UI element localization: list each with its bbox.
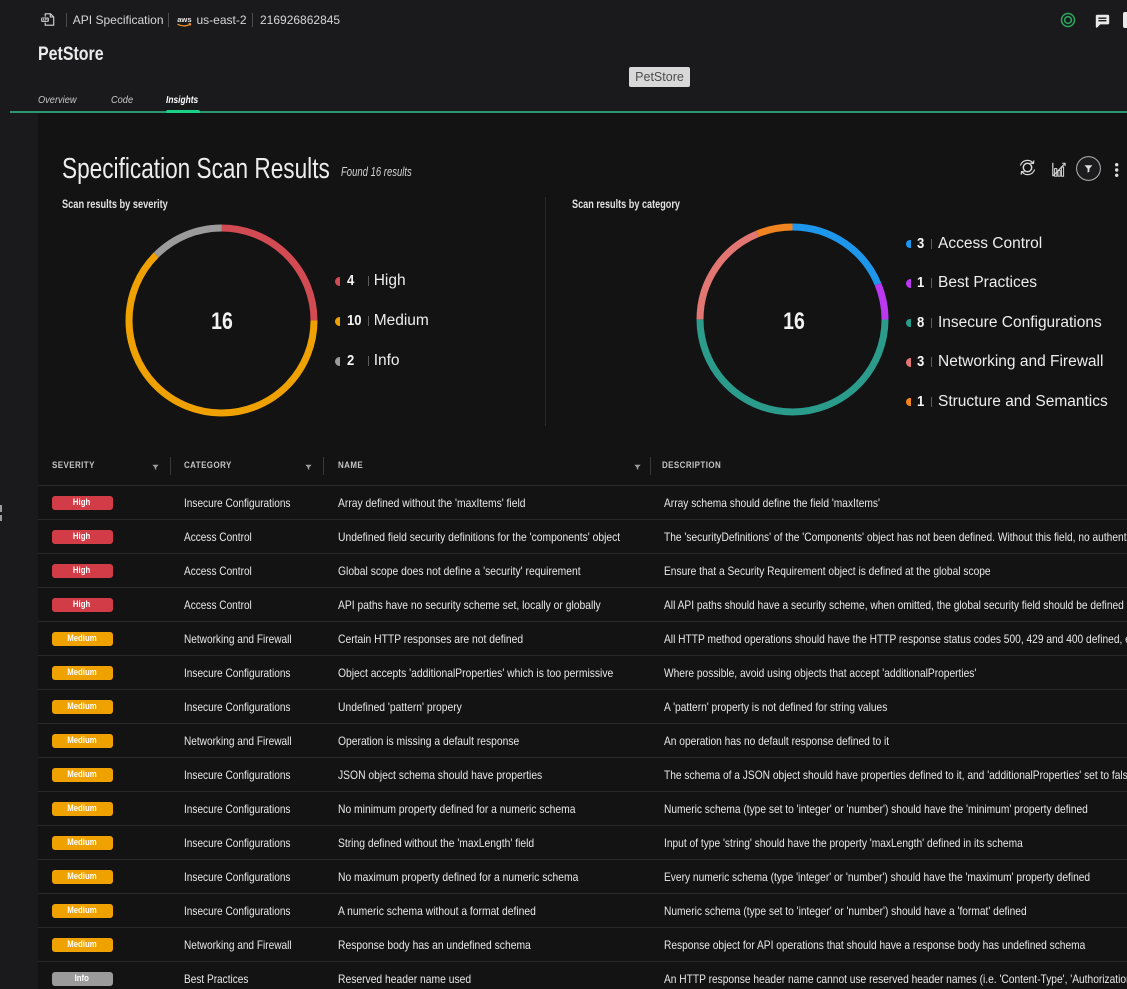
svg-text:aws: aws (177, 15, 191, 24)
svg-text:API: API (42, 17, 48, 21)
